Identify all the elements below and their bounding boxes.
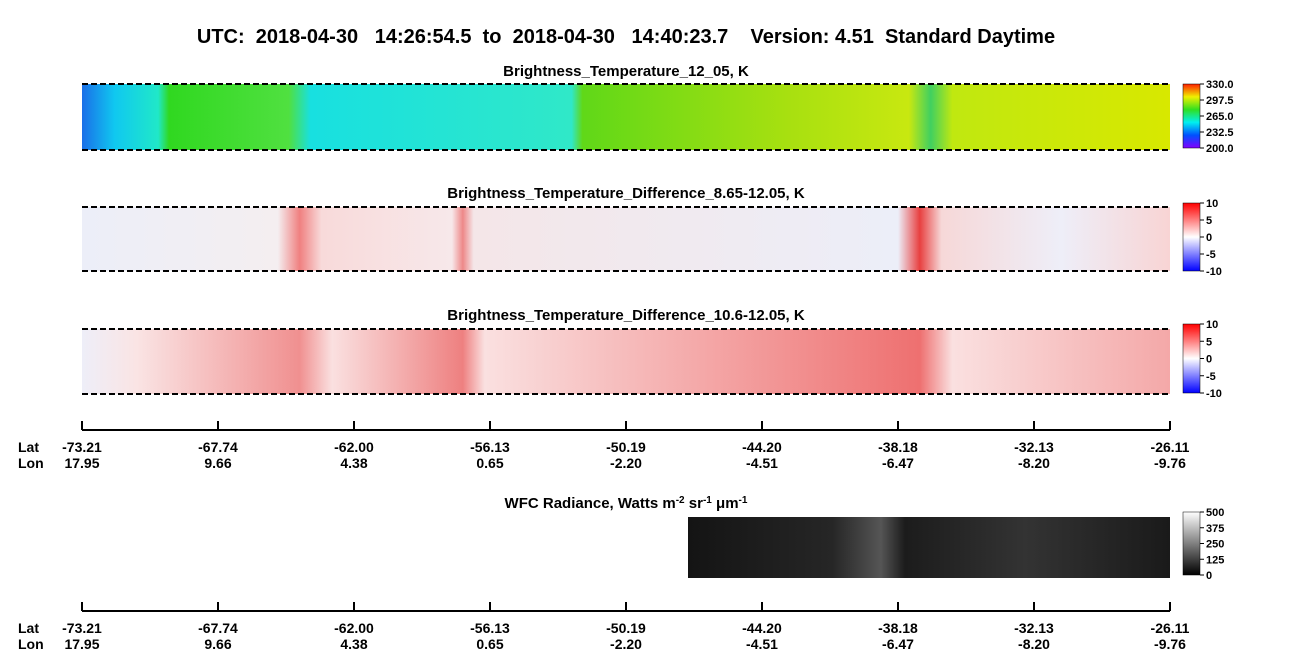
colorbar-tick-label: 500 (1206, 507, 1224, 519)
lon-tick-label: 9.66 (204, 455, 231, 471)
lon-tick-label: -6.47 (882, 636, 914, 652)
title-part: WFC Radiance, Watts m (505, 495, 676, 512)
superscript: -1 (739, 495, 748, 506)
colorbar-tick-label: 0 (1206, 570, 1212, 582)
colorbar-tick-label: 5 (1206, 215, 1212, 227)
lat-tick-label: -62.00 (334, 439, 374, 455)
heatmap-image (688, 517, 1170, 578)
lon-tick-label: -4.51 (746, 636, 778, 652)
lon-tick-label: 0.65 (476, 455, 503, 471)
lon-tick-label: -6.47 (882, 455, 914, 471)
heatmap-image (82, 207, 1170, 271)
colorbar-tick-label: 297.5 (1206, 95, 1234, 107)
lat-tick-label: -62.00 (334, 620, 374, 636)
lat-tick-label: -38.18 (878, 620, 918, 636)
lat-tick-label: -44.20 (742, 439, 782, 455)
title-part: sr (685, 495, 704, 512)
lon-tick-label: 4.38 (340, 455, 367, 471)
colorbar-tick-label: 375 (1206, 523, 1224, 535)
lon-tick-label: -8.20 (1018, 455, 1050, 471)
title-part: μm (712, 495, 739, 512)
heatmap-image (82, 329, 1170, 394)
lon-tick-label: -8.20 (1018, 636, 1050, 652)
panel-title: Brightness_Temperature_12_05, K (503, 63, 749, 80)
lon-tick-label: -2.20 (610, 455, 642, 471)
lon-tick-label: 17.95 (64, 636, 99, 652)
colorbar (1182, 511, 1201, 576)
lat-tick-label: -50.19 (606, 439, 646, 455)
colorbar-tick-label: 0 (1206, 354, 1212, 366)
colorbar-tick-label: -10 (1206, 266, 1222, 278)
lon-tick-label: 4.38 (340, 636, 367, 652)
lon-tick-label: 9.66 (204, 636, 231, 652)
main-title: UTC: 2018-04-30 14:26:54.5 to 2018-04-30… (197, 26, 1055, 48)
axis-row-label: Lon (18, 636, 44, 652)
superscript: -1 (703, 495, 712, 506)
colorbar-tick-label: 232.5 (1206, 127, 1234, 139)
colorbar (1182, 83, 1201, 149)
lat-tick-label: -50.19 (606, 620, 646, 636)
colorbar-tick-label: -5 (1206, 371, 1216, 383)
lon-tick-label: -9.76 (1154, 455, 1186, 471)
lon-tick-label: 0.65 (476, 636, 503, 652)
lat-tick-label: -56.13 (470, 620, 510, 636)
colorbar (1182, 202, 1201, 272)
swath-edges (82, 83, 1170, 395)
axis-row-label: Lat (18, 620, 39, 636)
colorbar-tick-label: -5 (1206, 249, 1216, 261)
colorbar-tick-label: -10 (1206, 388, 1222, 400)
colorbar-tick-label: 330.0 (1206, 79, 1234, 91)
colorbar-tick-label: 250 (1206, 539, 1224, 551)
lat-tick-label: -67.74 (198, 439, 238, 455)
panel-title: Brightness_Temperature_Difference_8.65-1… (447, 185, 805, 202)
heatmap-image (82, 84, 1170, 150)
lat-tick-label: -56.13 (470, 439, 510, 455)
lat-tick-label: -32.13 (1014, 620, 1054, 636)
colorbar-tick-label: 125 (1206, 554, 1224, 566)
colorbar-tick-label: 0 (1206, 232, 1212, 244)
lat-tick-label: -32.13 (1014, 439, 1054, 455)
lon-tick-label: -4.51 (746, 455, 778, 471)
lat-tick-label: -73.21 (62, 620, 102, 636)
colorbar-tick-label: 265.0 (1206, 111, 1234, 123)
panel-title: WFC Radiance, Watts m-2 sr-1 μm-1 (505, 495, 748, 513)
colorbar (1182, 323, 1201, 394)
axis-row-label: Lon (18, 455, 44, 471)
lat-tick-label: -44.20 (742, 620, 782, 636)
colorbar-tick-label: 5 (1206, 336, 1212, 348)
lon-tick-label: -2.20 (610, 636, 642, 652)
superscript: -2 (676, 495, 685, 506)
lat-tick-label: -67.74 (198, 620, 238, 636)
colorbar-tick-label: 10 (1206, 198, 1218, 210)
axis-row-label: Lat (18, 439, 39, 455)
lon-tick-label: 17.95 (64, 455, 99, 471)
lat-tick-label: -38.18 (878, 439, 918, 455)
lat-tick-label: -26.11 (1151, 620, 1190, 636)
lon-tick-label: -9.76 (1154, 636, 1186, 652)
lat-tick-label: -73.21 (62, 439, 102, 455)
lat-tick-label: -26.11 (1151, 439, 1190, 455)
colorbar-tick-label: 10 (1206, 319, 1218, 331)
colorbar-tick-label: 200.0 (1206, 143, 1234, 155)
panel-title: Brightness_Temperature_Difference_10.6-1… (447, 307, 805, 324)
